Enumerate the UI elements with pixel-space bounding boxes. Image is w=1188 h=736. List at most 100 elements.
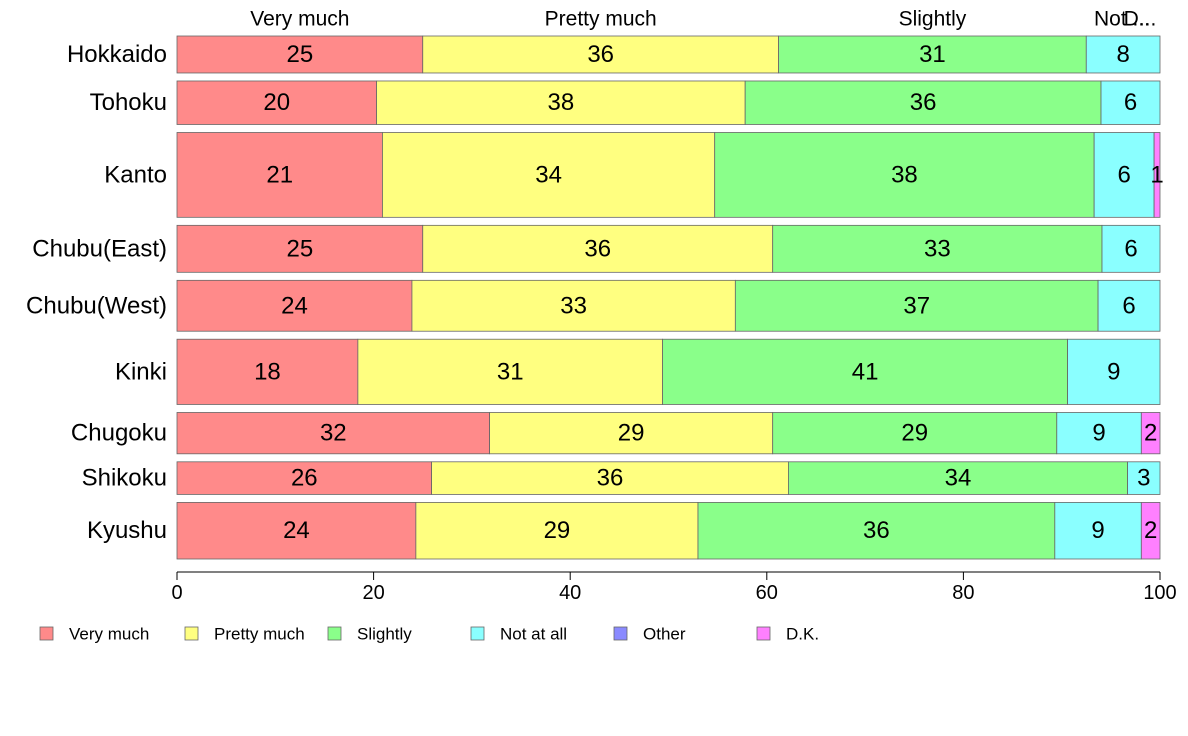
row-label: Kyushu	[87, 517, 167, 544]
bar-value-label: 2	[1144, 517, 1157, 544]
bar-segment	[772, 224, 1103, 273]
bar-value-label: 31	[919, 41, 946, 68]
top-category-labels: Very much Pretty much Slightly Not ...D...	[250, 8, 1156, 31]
bar-segment	[176, 132, 383, 218]
bar-value-label: 6	[1124, 89, 1137, 116]
top-category-label: D...	[1124, 8, 1157, 31]
row-label: Chugoku	[71, 420, 167, 447]
bar-segment	[176, 412, 490, 455]
bar-segment	[1140, 412, 1161, 455]
bar-value-label: 29	[618, 420, 645, 447]
legend-swatch	[184, 626, 199, 641]
legend-swatch	[39, 626, 54, 641]
bar-value-label: 38	[548, 89, 575, 116]
legend-label: D.K.	[786, 625, 819, 644]
top-category-label: Slightly	[899, 8, 967, 31]
bar-value-label: 34	[945, 465, 972, 492]
bar-value-label: 1	[1150, 161, 1163, 188]
bar-segment	[489, 412, 774, 455]
bar-segment	[411, 279, 736, 332]
bars-area: 25 36 31 820 38 36 621 34 38 6 125 36 33 624 33 37 618 31…	[176, 35, 1164, 560]
bar-value-label: 33	[560, 292, 587, 319]
row-label: Kanto	[104, 161, 167, 188]
bar-segment	[1100, 80, 1161, 125]
legend: Very much Pretty much Slightly Not at all Ot…	[39, 625, 819, 644]
bar-segment	[176, 338, 359, 405]
legend-label: Not at all	[500, 625, 567, 644]
legend-label: Pretty much	[214, 625, 305, 644]
row-label: Chubu(East)	[32, 235, 167, 262]
legend-swatch	[327, 626, 342, 641]
bar-value-label: 25	[287, 235, 314, 262]
bar-value-label: 32	[320, 420, 347, 447]
legend-label: Very much	[69, 625, 149, 644]
bar-segment	[1056, 412, 1142, 455]
bar-value-label: 36	[597, 465, 624, 492]
bar-value-label: 26	[291, 465, 318, 492]
bar-segment	[422, 35, 779, 74]
bar-value-label: 36	[863, 517, 890, 544]
bar-value-label: 37	[903, 292, 930, 319]
bar-segment	[1140, 502, 1161, 560]
x-tick-label: 0	[171, 582, 182, 604]
bar-value-label: 41	[852, 358, 879, 385]
bar-value-label: 9	[1092, 420, 1105, 447]
bar-segment	[176, 461, 432, 495]
bar-value-label: 36	[584, 235, 611, 262]
top-category-label: Pretty much	[545, 8, 657, 31]
bar-value-label: 3	[1137, 465, 1150, 492]
x-tick-label: 40	[559, 582, 581, 604]
x-axis: 0 20 40 60 80 100	[171, 571, 1177, 604]
bar-segment	[422, 224, 774, 273]
row-labels: Hokkaido Tohoku Kanto Chubu(East) Chubu(West…	[26, 41, 167, 544]
bar-value-label: 34	[535, 161, 562, 188]
bar-value-label: 36	[910, 89, 937, 116]
bar-segment	[415, 502, 699, 560]
row-label: Kinki	[115, 358, 167, 385]
bar-segment	[1101, 224, 1161, 273]
x-tick-label: 60	[756, 582, 778, 604]
bar-value-label: 31	[497, 358, 524, 385]
bar-segment	[744, 80, 1102, 125]
bar-value-label: 6	[1124, 235, 1137, 262]
top-category-label: Very much	[250, 8, 349, 31]
bar-value-label: 36	[587, 41, 614, 68]
x-tick-label: 20	[362, 582, 384, 604]
bar-value-label: 8	[1116, 41, 1129, 68]
row-label: Chubu(West)	[26, 292, 167, 319]
x-tick-label: 80	[952, 582, 974, 604]
bar-value-label: 24	[283, 517, 310, 544]
bar-value-label: 33	[924, 235, 951, 262]
bar-segment	[1093, 132, 1155, 218]
bar-value-label: 24	[281, 292, 308, 319]
bar-value-label: 9	[1091, 517, 1104, 544]
legend-swatch	[613, 626, 628, 641]
legend-label: Other	[643, 625, 686, 644]
bar-value-label: 18	[254, 358, 281, 385]
bar-segment	[662, 338, 1068, 405]
bar-segment	[1085, 35, 1161, 74]
bar-segment	[1067, 338, 1161, 405]
legend-swatch	[470, 626, 485, 641]
bar-value-label: 6	[1122, 292, 1135, 319]
legend-label: Slightly	[357, 625, 412, 644]
x-tick-label: 100	[1143, 582, 1176, 604]
bar-segment	[1153, 132, 1161, 218]
bar-segment	[1097, 279, 1161, 332]
bar-segment	[697, 502, 1056, 560]
row-label: Hokkaido	[67, 41, 167, 68]
bar-segment	[176, 80, 377, 125]
bar-segment	[357, 338, 664, 405]
bar-value-label: 29	[544, 517, 571, 544]
bar-segment	[714, 132, 1095, 218]
legend-swatch	[756, 626, 771, 641]
bar-segment	[176, 279, 413, 332]
bar-segment	[788, 461, 1128, 495]
bar-segment	[734, 279, 1099, 332]
bar-value-label: 29	[901, 420, 928, 447]
bar-value-label: 2	[1144, 420, 1157, 447]
bar-value-label: 6	[1117, 161, 1130, 188]
bar-segment	[431, 461, 789, 495]
bar-segment	[382, 132, 716, 218]
